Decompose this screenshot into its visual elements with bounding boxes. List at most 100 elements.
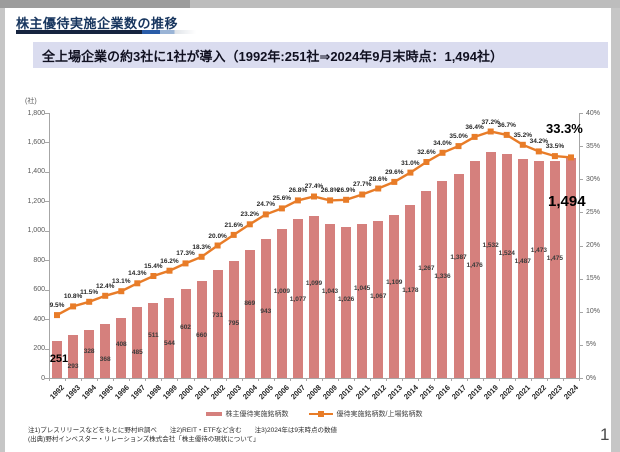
bar-2003 xyxy=(228,260,239,378)
x-label-2014: 2014 xyxy=(401,383,420,402)
ratio-value-label: 27.7% xyxy=(352,181,372,189)
line-marker xyxy=(166,267,173,274)
left-axis-tick xyxy=(45,201,49,203)
line-marker xyxy=(278,205,285,212)
x-axis-tick xyxy=(466,378,468,381)
right-axis-tick-label: 15% xyxy=(586,275,601,283)
first-bar-emphasis-label: 251 xyxy=(49,353,69,365)
x-label-2000: 2000 xyxy=(176,383,195,402)
left-axis-tick-label: 1,800 xyxy=(27,109,45,117)
line-marker xyxy=(198,253,205,260)
ratio-value-label: 27.4% xyxy=(304,183,324,191)
line-marker xyxy=(391,178,398,185)
left-axis-tick-label: 1,600 xyxy=(27,138,45,146)
bar-value-label: 1,067 xyxy=(370,292,387,300)
x-axis-tick xyxy=(434,378,436,381)
bar-2009 xyxy=(325,224,336,378)
bar-value-label: 1,178 xyxy=(402,287,419,295)
x-label-2002: 2002 xyxy=(208,383,227,402)
bar-1997 xyxy=(132,306,143,378)
left-axis-tick-label: 400 xyxy=(33,315,45,323)
chart-legend: 株主優待実施銘柄数 優待実施銘柄数/上場銘柄数 xyxy=(49,409,579,419)
x-label-1992: 1992 xyxy=(48,383,67,402)
bar-2017 xyxy=(453,173,464,378)
window-top-strip xyxy=(0,0,620,8)
bar-1994 xyxy=(84,329,95,378)
line-marker xyxy=(294,197,301,204)
legend-item-bars: 株主優待実施銘柄数 xyxy=(205,409,289,419)
x-axis-tick xyxy=(193,378,195,381)
banner-prefix: 全上場企業の xyxy=(42,48,121,64)
bar-value-label: 1,077 xyxy=(289,295,307,303)
ratio-value-label: 18.3% xyxy=(192,243,211,251)
bar-value-label: 485 xyxy=(131,348,143,356)
x-axis-tick xyxy=(241,378,243,381)
left-axis-tick xyxy=(45,171,49,173)
bar-value-label: 1,336 xyxy=(434,273,451,281)
x-label-2003: 2003 xyxy=(224,383,244,402)
right-axis-tick-label: 25% xyxy=(586,208,601,216)
x-label-2018: 2018 xyxy=(465,383,484,402)
x-axis-tick xyxy=(322,378,324,381)
bar-2001 xyxy=(196,280,207,378)
bar-value-label: 660 xyxy=(196,331,207,339)
bar-value-label: 1,487 xyxy=(514,257,531,265)
left-axis-tick-label: 1,000 xyxy=(27,227,45,235)
bar-2021 xyxy=(517,159,528,378)
banner-suffix: （1992年:251社⇒2024年9月末時点：1,494社） xyxy=(225,48,503,64)
right-axis-tick xyxy=(579,378,583,379)
legend-line-swatch xyxy=(308,411,333,417)
x-label-1998: 1998 xyxy=(144,383,163,402)
bar-value-label: 1,045 xyxy=(354,284,371,292)
x-axis-tick xyxy=(305,378,307,381)
bar-value-label: 544 xyxy=(164,339,175,347)
bar-2012 xyxy=(373,220,384,378)
line-marker xyxy=(262,211,269,218)
right-axis-tick xyxy=(579,245,583,247)
bar-2000 xyxy=(180,289,191,378)
x-label-2013: 2013 xyxy=(385,383,404,402)
bar-value-label: 1,387 xyxy=(450,254,467,262)
slide-page: 株主優待実施企業数の推移 全上場企業の 約3社に1社が導入 （1992年:251社⇒… xyxy=(5,8,611,452)
bar-2002 xyxy=(212,270,223,378)
legend-bar-swatch xyxy=(205,412,222,416)
x-axis-tick xyxy=(386,378,388,381)
bar-value-label: 1,099 xyxy=(305,279,323,287)
x-label-2009: 2009 xyxy=(321,383,340,402)
right-axis-tick xyxy=(579,146,583,148)
line-marker xyxy=(311,193,317,200)
ratio-value-label: 34.0% xyxy=(433,139,452,147)
bar-value-label: 1,267 xyxy=(418,265,435,273)
x-axis-tick xyxy=(81,378,83,381)
line-marker xyxy=(246,221,253,228)
x-label-1996: 1996 xyxy=(112,383,131,402)
line-marker xyxy=(487,128,494,135)
x-label-2024: 2024 xyxy=(562,383,581,402)
ratio-value-label: 17.3% xyxy=(176,250,195,258)
left-axis-tick xyxy=(45,319,49,321)
right-axis-tick xyxy=(579,311,583,313)
left-axis-tick xyxy=(45,348,49,350)
bar-value-label: 869 xyxy=(244,300,256,308)
ratio-value-label: 36.4% xyxy=(465,123,484,131)
line-marker xyxy=(182,260,189,267)
right-axis-tick xyxy=(579,113,583,114)
right-axis-tick xyxy=(579,278,583,280)
bar-value-label: 1,009 xyxy=(273,287,291,295)
ratio-value-label: 20.0% xyxy=(208,232,227,240)
x-axis-tick xyxy=(562,378,564,381)
x-axis-tick xyxy=(338,378,340,381)
line-marker xyxy=(407,169,414,176)
bar-1992 xyxy=(52,341,63,378)
x-axis-tick xyxy=(129,378,131,381)
bar-value-label: 731 xyxy=(212,312,224,320)
x-label-2004: 2004 xyxy=(240,383,260,402)
bar-2005 xyxy=(260,239,271,378)
line-marker xyxy=(471,133,478,140)
bar-1993 xyxy=(68,334,79,378)
line-marker xyxy=(214,242,221,249)
line-marker xyxy=(455,143,462,150)
right-axis-tick-label: 35% xyxy=(586,142,601,150)
bar-2014 xyxy=(405,204,416,378)
x-axis-tick xyxy=(530,378,532,381)
